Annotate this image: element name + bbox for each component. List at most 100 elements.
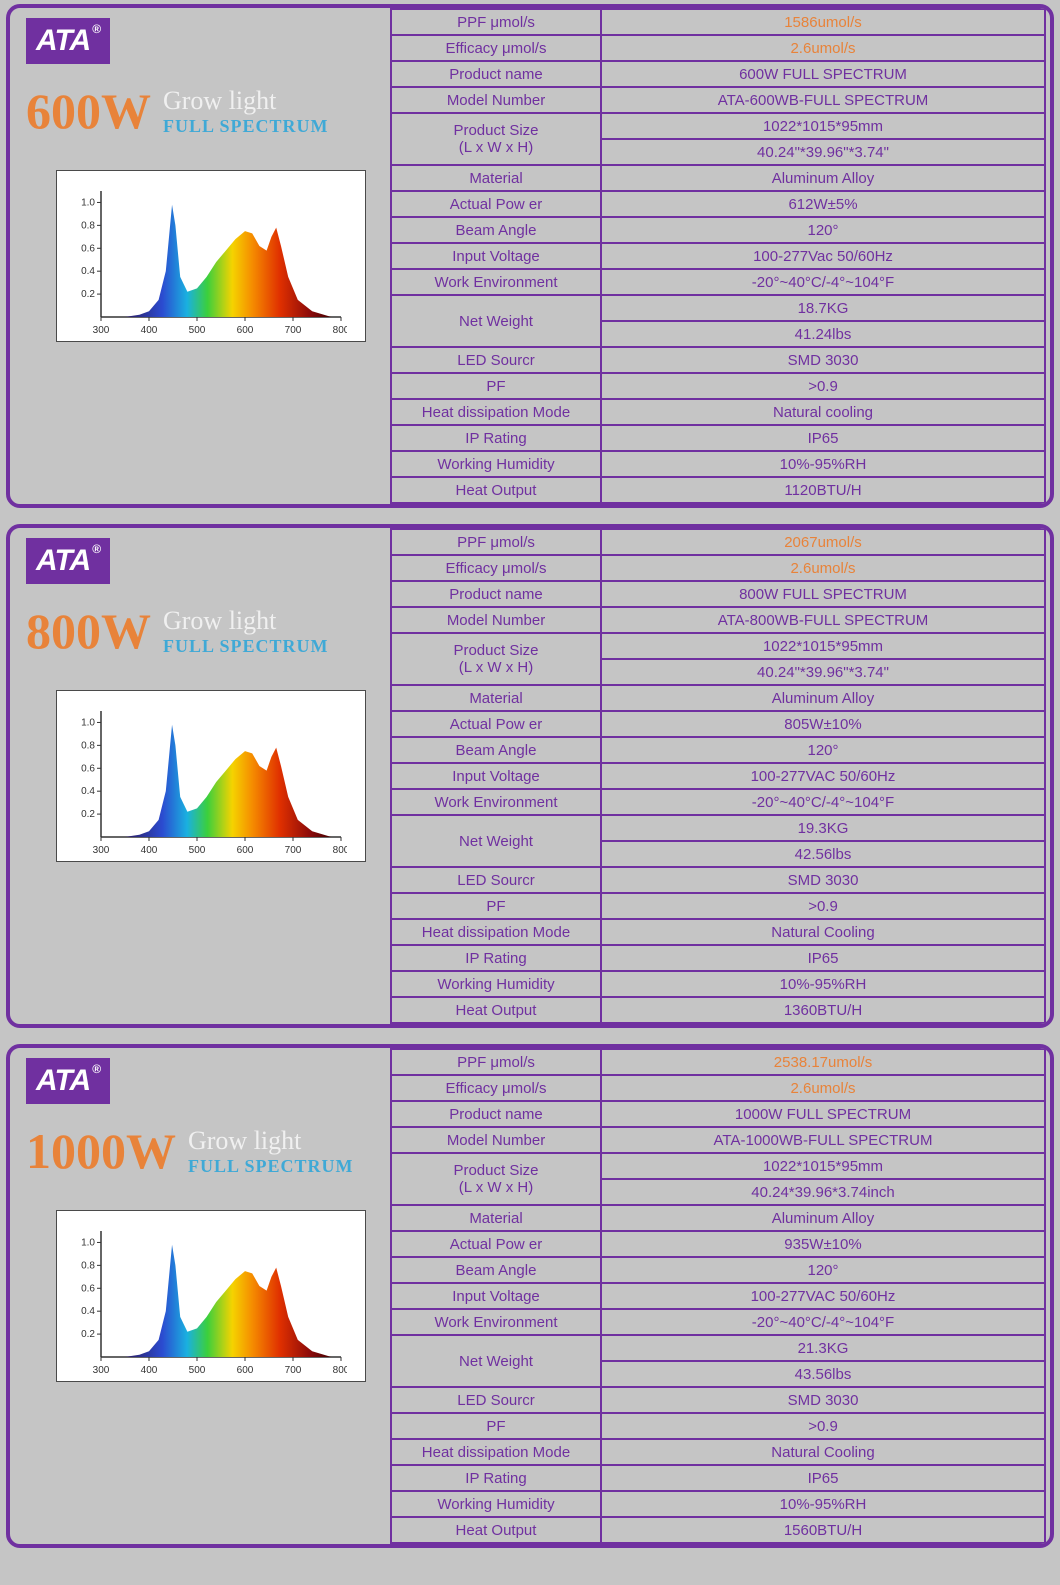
svg-text:600: 600 <box>237 1365 254 1375</box>
spec-value: -20°~40°C/-4°~104°F <box>601 789 1045 815</box>
svg-text:0.8: 0.8 <box>81 220 95 231</box>
wattage-heading: 800W <box>26 602 151 660</box>
spec-label: Net Weight <box>391 815 601 867</box>
spec-label: Actual Pow er <box>391 191 601 217</box>
svg-text:1.0: 1.0 <box>81 197 95 208</box>
svg-text:500: 500 <box>189 325 206 335</box>
spec-value: 40.24"*39.96"*3.74" <box>601 659 1045 685</box>
svg-text:300: 300 <box>93 1365 110 1375</box>
spec-label: IP Rating <box>391 425 601 451</box>
spec-label: LED Sourcr <box>391 867 601 893</box>
fullspectrum-label: FULL SPECTRUM <box>188 1156 354 1177</box>
growlight-label: Grow light <box>163 86 329 116</box>
spec-label: Product name <box>391 1101 601 1127</box>
spec-label: Product name <box>391 61 601 87</box>
card-right: PPF μmol/s2538.17umol/sEfficacy μmol/s2.… <box>390 1048 1050 1544</box>
spec-label: Work Environment <box>391 269 601 295</box>
svg-text:0.6: 0.6 <box>81 1283 95 1294</box>
spec-label: IP Rating <box>391 945 601 971</box>
spec-label: Beam Angle <box>391 217 601 243</box>
spec-value: Natural Cooling <box>601 1439 1045 1465</box>
spec-label: Beam Angle <box>391 737 601 763</box>
spec-value: ATA-600WB-FULL SPECTRUM <box>601 87 1045 113</box>
spec-label: Working Humidity <box>391 1491 601 1517</box>
spec-value: 41.24lbs <box>601 321 1045 347</box>
spec-value: 1120BTU/H <box>601 477 1045 503</box>
wattage-heading: 1000W <box>26 1122 176 1180</box>
svg-text:600: 600 <box>237 845 254 855</box>
spec-value: 40.24"*39.96"*3.74" <box>601 139 1045 165</box>
spec-label: Material <box>391 685 601 711</box>
svg-text:0.4: 0.4 <box>81 266 95 277</box>
spec-value: 100-277VAC 50/60Hz <box>601 1283 1045 1309</box>
spec-value: 120° <box>601 1257 1045 1283</box>
svg-text:300: 300 <box>93 325 110 335</box>
spec-label: Beam Angle <box>391 1257 601 1283</box>
spec-value: 600W FULL SPECTRUM <box>601 61 1045 87</box>
svg-text:0.6: 0.6 <box>81 243 95 254</box>
logo-text: ATA <box>36 1064 90 1097</box>
spec-table: PPF μmol/s2067umol/sEfficacy μmol/s2.6um… <box>390 528 1046 1024</box>
spec-value: IP65 <box>601 425 1045 451</box>
spec-value: 1000W FULL SPECTRUM <box>601 1101 1045 1127</box>
spec-value: -20°~40°C/-4°~104°F <box>601 269 1045 295</box>
spec-value: 19.3KG <box>601 815 1045 841</box>
svg-text:0.8: 0.8 <box>81 740 95 751</box>
spec-label: Material <box>391 1205 601 1231</box>
spec-value: 1360BTU/H <box>601 997 1045 1023</box>
spec-label: PF <box>391 373 601 399</box>
spec-value: 42.56lbs <box>601 841 1045 867</box>
spec-value: 10%-95%RH <box>601 971 1045 997</box>
spec-value: 1022*1015*95mm <box>601 633 1045 659</box>
spec-value: Natural cooling <box>601 399 1045 425</box>
svg-text:400: 400 <box>141 325 158 335</box>
growlight-label: Grow light <box>163 606 329 636</box>
spec-label: Product Size(L x W x H) <box>391 633 601 685</box>
svg-text:1.0: 1.0 <box>81 1237 95 1248</box>
registered-icon: ® <box>92 22 100 36</box>
spec-value: >0.9 <box>601 373 1045 399</box>
spec-label: Net Weight <box>391 1335 601 1387</box>
spec-label: Input Voltage <box>391 243 601 269</box>
card-right: PPF μmol/s2067umol/sEfficacy μmol/s2.6um… <box>390 528 1050 1024</box>
svg-text:500: 500 <box>189 845 206 855</box>
logo-text: ATA <box>36 544 90 577</box>
spec-value: Natural Cooling <box>601 919 1045 945</box>
spec-label: Model Number <box>391 1127 601 1153</box>
registered-icon: ® <box>92 1062 100 1076</box>
brand-logo: ATA® <box>26 1058 110 1104</box>
brand-logo: ATA® <box>26 18 110 64</box>
spectrum-chart-box: 3004005006007008000.20.40.60.81.0 <box>56 170 366 342</box>
spec-label: Heat dissipation Mode <box>391 1439 601 1465</box>
growlight-label: Grow light <box>188 1126 354 1156</box>
svg-text:700: 700 <box>285 845 302 855</box>
spectrum-chart: 3004005006007008000.20.40.60.81.0 <box>67 1225 347 1375</box>
spectrum-chart: 3004005006007008000.20.40.60.81.0 <box>67 185 347 335</box>
spec-label: PF <box>391 893 601 919</box>
spec-value: SMD 3030 <box>601 867 1045 893</box>
svg-text:1.0: 1.0 <box>81 717 95 728</box>
spec-value: 2.6umol/s <box>601 35 1045 61</box>
spec-value: 1560BTU/H <box>601 1517 1045 1543</box>
spec-label: Actual Pow er <box>391 711 601 737</box>
spec-label: Working Humidity <box>391 451 601 477</box>
brand-logo: ATA® <box>26 538 110 584</box>
svg-text:800: 800 <box>333 845 347 855</box>
spec-label: Material <box>391 165 601 191</box>
spec-value: >0.9 <box>601 1413 1045 1439</box>
spec-label: Input Voltage <box>391 1283 601 1309</box>
svg-text:700: 700 <box>285 325 302 335</box>
card-right: PPF μmol/s1586umol/sEfficacy μmol/s2.6um… <box>390 8 1050 504</box>
spectrum-chart: 3004005006007008000.20.40.60.81.0 <box>67 705 347 855</box>
fullspectrum-label: FULL SPECTRUM <box>163 636 329 657</box>
svg-text:600: 600 <box>237 325 254 335</box>
spec-label: LED Sourcr <box>391 347 601 373</box>
card-left: ATA® 1000W Grow light FULL SPECTRUM 3004… <box>10 1048 390 1544</box>
spec-label: Product Size(L x W x H) <box>391 1153 601 1205</box>
registered-icon: ® <box>92 542 100 556</box>
spec-table: PPF μmol/s2538.17umol/sEfficacy μmol/s2.… <box>390 1048 1046 1544</box>
spec-value: Aluminum Alloy <box>601 1205 1045 1231</box>
svg-text:800: 800 <box>333 1365 347 1375</box>
spec-label: Heat Output <box>391 477 601 503</box>
spec-value: 10%-95%RH <box>601 451 1045 477</box>
